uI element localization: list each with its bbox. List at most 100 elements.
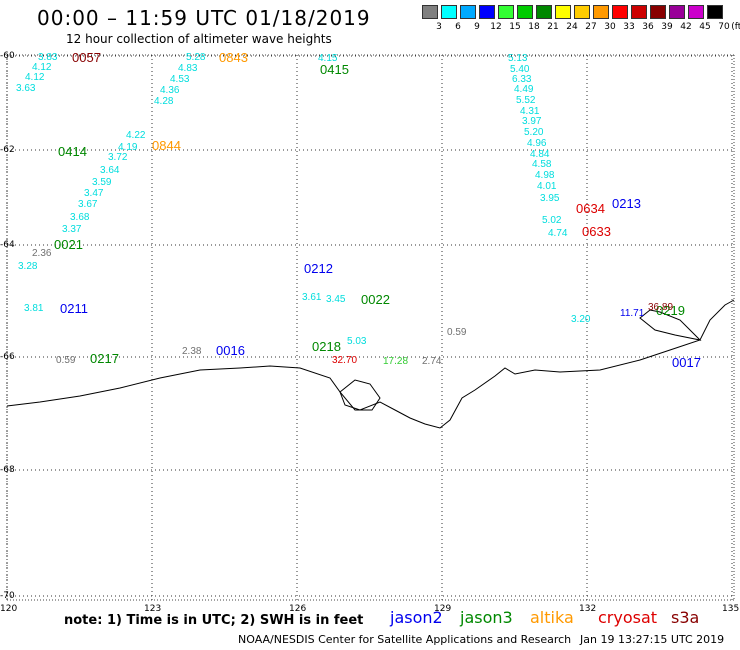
wave-height-value: 4.49: [514, 84, 534, 95]
legend-swatch: [593, 5, 609, 19]
legend-swatch: [650, 5, 666, 19]
satellite-name-altika: altika: [530, 608, 574, 627]
satellite-name-s3a: s3a: [671, 608, 700, 627]
legend-label: 27: [585, 22, 597, 32]
legend-swatch: [517, 5, 533, 19]
legend-swatch: [669, 5, 685, 19]
longitude-tick-label: 135: [722, 604, 740, 614]
latitude-tick-label: -68: [0, 465, 15, 475]
wave-height-value: 2.74: [422, 356, 442, 367]
legend-swatch: [612, 5, 628, 19]
wave-height-value: 17.28: [383, 356, 408, 367]
wave-height-value: 5.52: [516, 95, 536, 106]
wave-height-value: 3.83: [38, 52, 58, 63]
wave-height-value: 5.13: [508, 53, 528, 64]
pass-time-label: 0213: [612, 196, 641, 211]
legend-label: 45: [699, 22, 711, 32]
wave-height-value: 4.15: [318, 53, 338, 64]
latitude-tick-label: -66: [0, 352, 15, 362]
legend-label: 12: [490, 22, 502, 32]
pass-time-label: 0634: [576, 201, 605, 216]
satellite-name-jason3: jason3: [460, 608, 513, 627]
legend-swatch: [688, 5, 704, 19]
pass-time-label: 0843: [219, 50, 248, 65]
satellite-name-cryosat: cryosat: [598, 608, 658, 627]
wave-height-value: 3.63: [16, 83, 36, 94]
legend-label: 18: [528, 22, 540, 32]
legend-label: 9: [474, 22, 480, 32]
wave-height-value: 36.89: [648, 302, 673, 313]
wave-height-value: 3.97: [522, 116, 542, 127]
legend-label: 3: [436, 22, 442, 32]
wave-height-value: 3.81: [24, 303, 44, 314]
pass-time-label: 0217: [90, 351, 119, 366]
wave-height-value: 3.68: [70, 212, 90, 223]
wave-height-value: 4.98: [535, 170, 555, 181]
pass-time-label: 0218: [312, 339, 341, 354]
legend-label: 30: [604, 22, 616, 32]
wave-height-value: 3.59: [92, 177, 112, 188]
legend-label: 42: [680, 22, 692, 32]
wave-height-value: 3.64: [100, 165, 120, 176]
wave-height-value: 5.28: [186, 52, 206, 63]
pass-time-label: 0414: [58, 144, 87, 159]
legend-swatch: [536, 5, 552, 19]
wave-height-value: 2.36: [32, 248, 52, 259]
legend-unit: (ft): [731, 22, 740, 32]
graticule-grid: [6, 54, 735, 601]
wave-height-value: 3.72: [108, 152, 128, 163]
latitude-tick-label: -60: [0, 51, 15, 61]
legend-label: 39: [661, 22, 673, 32]
pass-time-label: 0219: [656, 303, 685, 318]
pass-time-label: 0415: [320, 62, 349, 77]
latitude-tick-label: -64: [0, 240, 15, 250]
legend-swatch: [422, 5, 438, 19]
legend-swatch: [631, 5, 647, 19]
wave-height-value: 6.33: [512, 74, 532, 85]
wave-height-value: 3.20: [571, 314, 591, 325]
page-title: 00:00 – 11:59 UTC 01/18/2019: [37, 6, 371, 30]
latitude-tick-label: -70: [0, 591, 15, 601]
satellite-name-jason2: jason2: [390, 608, 443, 627]
legend-swatch: [574, 5, 590, 19]
wave-height-value: 5.03: [347, 336, 367, 347]
wave-height-value: 4.74: [548, 228, 568, 239]
wave-height-value: 32.70: [332, 355, 357, 366]
wave-height-value: 0.59: [56, 355, 76, 366]
wave-height-value: 3.37: [62, 224, 82, 235]
wave-height-value: 4.01: [537, 181, 557, 192]
legend-swatch: [498, 5, 514, 19]
wave-height-value: 3.47: [84, 188, 104, 199]
pass-time-label: 0211: [60, 301, 88, 316]
pass-time-label: 0021: [54, 237, 83, 252]
wave-height-value: 4.12: [25, 72, 45, 83]
wave-height-value: 11.71: [620, 308, 645, 319]
pass-time-label: 0022: [361, 292, 390, 307]
pass-time-label: 0633: [582, 224, 611, 239]
legend-label: 33: [623, 22, 635, 32]
wave-height-value: 4.12: [32, 62, 52, 73]
legend-label: 21: [547, 22, 559, 32]
wave-height-value: 4.84: [530, 149, 550, 160]
latitude-tick-label: -62: [0, 145, 15, 155]
wave-height-value: 0.59: [447, 327, 467, 338]
units-note: note: 1) Time is in UTC; 2) SWH is in fe…: [64, 613, 364, 628]
antarctic-coastline: [6, 299, 735, 429]
legend-label: 15: [509, 22, 521, 32]
wave-height-value: 5.40: [510, 64, 530, 75]
wave-height-value: 4.83: [178, 63, 198, 74]
pass-time-label: 0057: [72, 50, 101, 65]
legend-swatch: [460, 5, 476, 19]
wave-height-value: 3.45: [326, 294, 346, 305]
pass-time-label: 0016: [216, 343, 245, 358]
wave-height-value: 5.20: [524, 127, 544, 138]
legend-swatch: [479, 5, 495, 19]
wave-height-value: 3.95: [540, 193, 560, 204]
wave-height-value: 4.22: [126, 130, 146, 141]
longitude-tick-label: 123: [144, 604, 162, 614]
wave-height-value: 3.61: [302, 292, 322, 303]
wave-height-value: 4.28: [154, 96, 174, 107]
wave-height-value: 4.36: [160, 85, 180, 96]
